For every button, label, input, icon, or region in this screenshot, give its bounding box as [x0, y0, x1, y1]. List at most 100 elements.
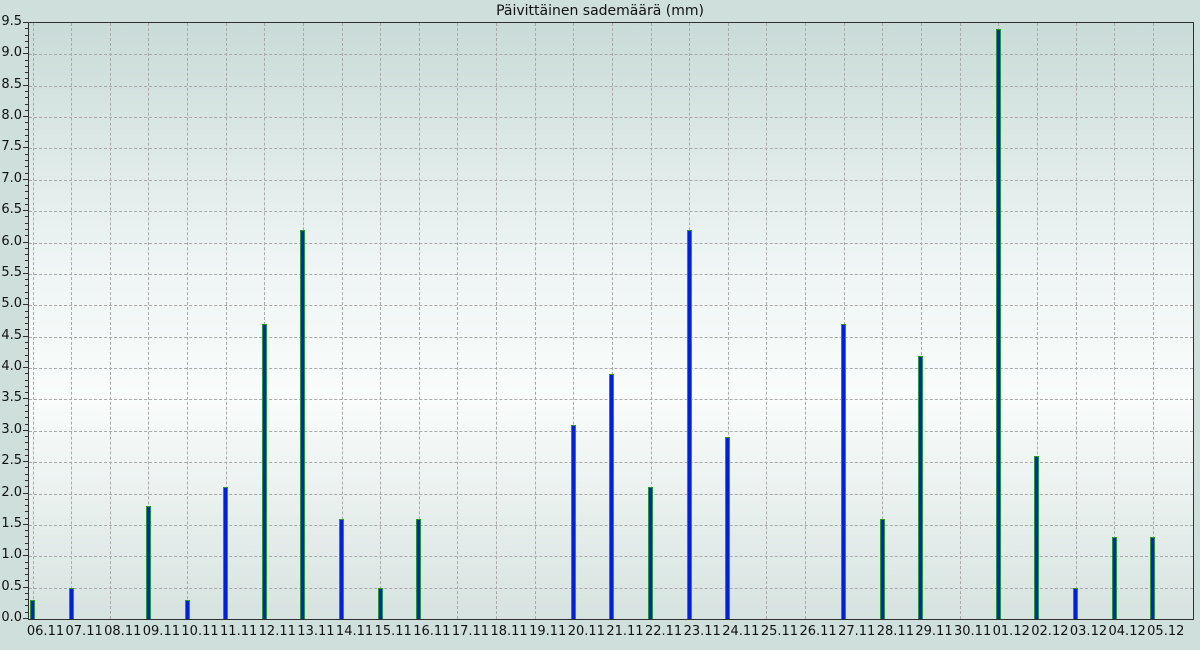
y-axis-major-tick	[23, 398, 28, 400]
y-axis-major-tick	[23, 84, 28, 86]
y-axis-minor-tick	[25, 404, 28, 406]
y-tick-label: 8.5	[1, 76, 22, 92]
y-axis-minor-tick	[25, 166, 28, 168]
y-axis-minor-tick	[25, 567, 28, 569]
y-axis-minor-tick	[25, 511, 28, 513]
x-tick-label: 05.12	[1147, 624, 1185, 639]
y-axis-minor-tick	[25, 254, 28, 256]
y-tick-label: 6.5	[1, 202, 22, 218]
y-axis-major-tick	[23, 461, 28, 463]
gridline-x	[611, 23, 613, 619]
y-axis-minor-tick	[25, 78, 28, 80]
y-axis-minor-tick	[25, 279, 28, 281]
x-tick-label: 28.11	[876, 624, 914, 639]
y-axis-minor-tick	[25, 611, 28, 613]
y-axis-major-tick	[23, 116, 28, 118]
y-axis-minor-tick	[25, 191, 28, 193]
y-axis-minor-tick	[25, 423, 28, 425]
x-tick-label: 12.11	[258, 624, 296, 639]
y-axis-major-tick	[23, 147, 28, 149]
bar-20.11	[570, 425, 576, 619]
y-tick-label: 1.0	[1, 547, 22, 563]
gridline-y	[29, 211, 1193, 213]
y-axis-minor-tick	[25, 392, 28, 394]
gridline-y	[29, 179, 1193, 181]
y-tick-label: 9.5	[1, 14, 22, 29]
y-axis-minor-tick	[25, 34, 28, 36]
bar-21.11	[609, 374, 615, 619]
y-axis-minor-tick	[25, 542, 28, 544]
gridline-y	[29, 305, 1193, 307]
bar-11.11	[223, 487, 229, 619]
y-axis-minor-tick	[25, 354, 28, 356]
gridline-x	[882, 23, 884, 619]
gridline-x	[920, 23, 922, 619]
y-axis-major-tick	[23, 272, 28, 274]
bar-28.11	[879, 519, 885, 619]
x-tick-label: 26.11	[799, 624, 837, 639]
bar-27.11	[841, 324, 847, 619]
x-tick-label: 19.11	[529, 624, 567, 639]
gridline-x	[1114, 23, 1116, 619]
y-axis-minor-tick	[25, 530, 28, 532]
bar-10.11	[184, 600, 190, 619]
gridline-x	[225, 23, 227, 619]
y-axis-minor-tick	[25, 348, 28, 350]
y-axis-minor-tick	[25, 141, 28, 143]
y-axis-minor-tick	[25, 436, 28, 438]
y-axis-minor-tick	[25, 97, 28, 99]
x-tick-label: 09.11	[142, 624, 180, 639]
y-axis-minor-tick	[25, 91, 28, 92]
y-axis-minor-tick	[25, 40, 28, 42]
y-axis-minor-tick	[25, 160, 28, 162]
y-tick-label: 4.0	[1, 359, 22, 375]
x-tick-label: 23.11	[683, 624, 721, 639]
bar-01.12	[995, 29, 1001, 619]
gridline-x	[534, 23, 536, 619]
gridline-x	[496, 23, 498, 619]
y-axis-minor-tick	[25, 561, 28, 563]
x-tick-label: 08.11	[104, 624, 142, 639]
y-axis-minor-tick	[25, 454, 28, 456]
chart-title: Päivittäinen sademäärä (mm)	[496, 3, 704, 19]
x-tick-label: 18.11	[490, 624, 528, 639]
y-axis-minor-tick	[25, 72, 28, 74]
y-axis-minor-tick	[25, 285, 28, 287]
y-axis-minor-tick	[25, 329, 28, 331]
gridline-y	[29, 148, 1193, 150]
plot-area	[28, 22, 1194, 620]
gridline-x	[959, 23, 961, 619]
bar-16.11	[416, 519, 422, 619]
y-axis-minor-tick	[25, 172, 28, 174]
gridline-x	[766, 23, 768, 619]
x-tick-label: 06.11	[26, 624, 65, 639]
gridline-x	[727, 23, 729, 619]
y-axis-minor-tick	[25, 605, 28, 607]
x-tick-label: 01.12	[992, 624, 1030, 639]
gridline-x	[457, 23, 459, 619]
gridline-y	[29, 368, 1193, 370]
x-tick-label: 11.11	[220, 624, 258, 639]
y-axis-minor-tick	[25, 216, 28, 218]
gridline-x	[418, 23, 420, 619]
y-axis-major-tick	[23, 335, 28, 337]
x-tick-label: 24.11	[722, 624, 760, 639]
bar-15.11	[377, 588, 383, 619]
y-tick-label: 1.5	[1, 515, 22, 531]
bar-03.12	[1073, 588, 1078, 619]
y-axis-minor-tick	[25, 548, 28, 550]
y-axis-major-tick	[23, 429, 28, 431]
y-axis-minor-tick	[25, 316, 28, 318]
y-axis-major-tick	[23, 618, 28, 619]
x-tick-label: 27.11	[838, 624, 876, 639]
y-axis-minor-tick	[25, 203, 28, 205]
y-axis-minor-tick	[25, 65, 28, 67]
gridline-x	[109, 23, 111, 619]
gridline-x	[843, 23, 845, 619]
y-axis-minor-tick	[25, 235, 28, 237]
y-axis-minor-tick	[25, 47, 28, 49]
gridline-x	[1075, 23, 1077, 619]
gridline-x	[1036, 23, 1038, 619]
y-tick-label: 0.0	[1, 610, 22, 625]
y-axis-minor-tick	[25, 128, 28, 130]
